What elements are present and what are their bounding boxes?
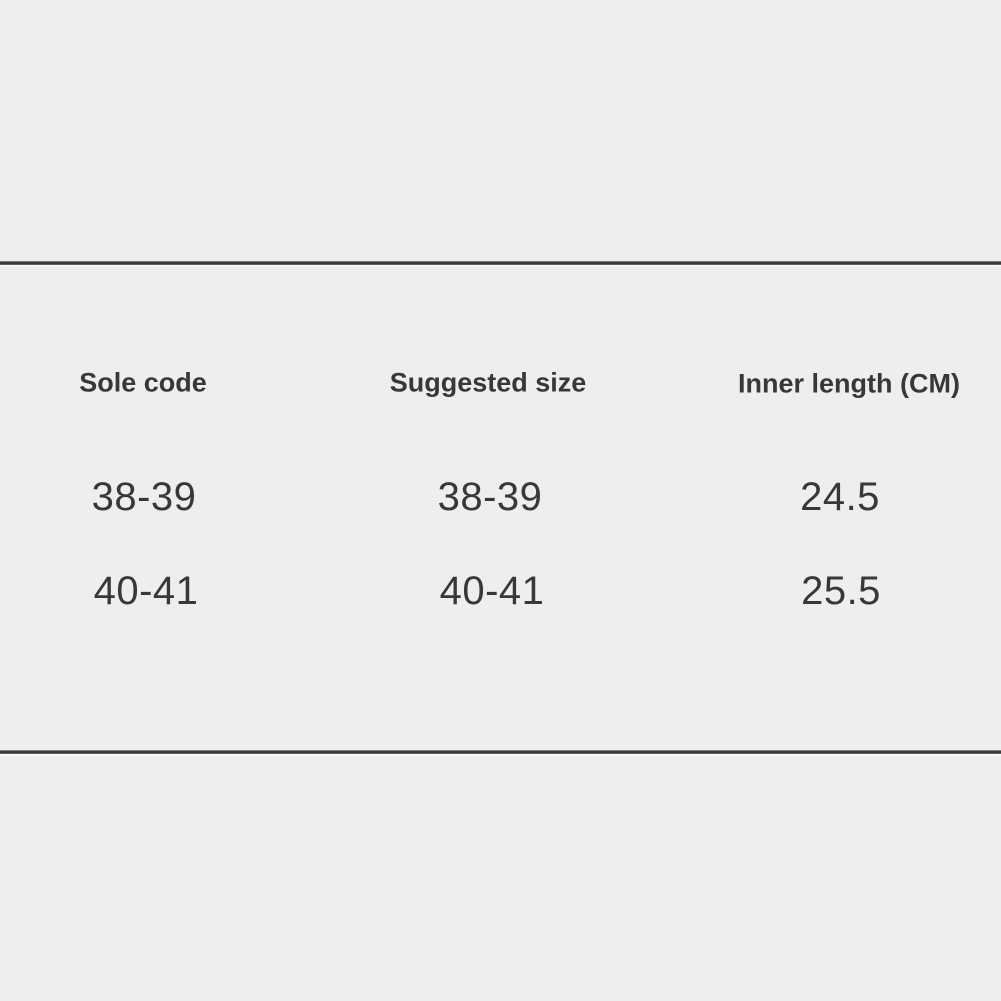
header-suggested-size: Suggested size [389, 367, 587, 398]
top-divider-rule [0, 261, 1001, 267]
header-inner-length-cm: Inner length (CM) [738, 368, 960, 399]
bottom-divider-rule [0, 750, 1001, 756]
header-sole-code: Sole code [79, 367, 207, 398]
row1-suggested-size-value: 38-39 [437, 475, 543, 519]
row1-inner-length-value: 24.5 [800, 475, 880, 519]
row2-inner-length-value: 25.5 [801, 569, 881, 613]
row2-suggested-size-value: 40-41 [439, 569, 545, 613]
row2-sole-code-value: 40-41 [93, 569, 199, 613]
row1-sole-code-value: 38-39 [91, 475, 197, 519]
